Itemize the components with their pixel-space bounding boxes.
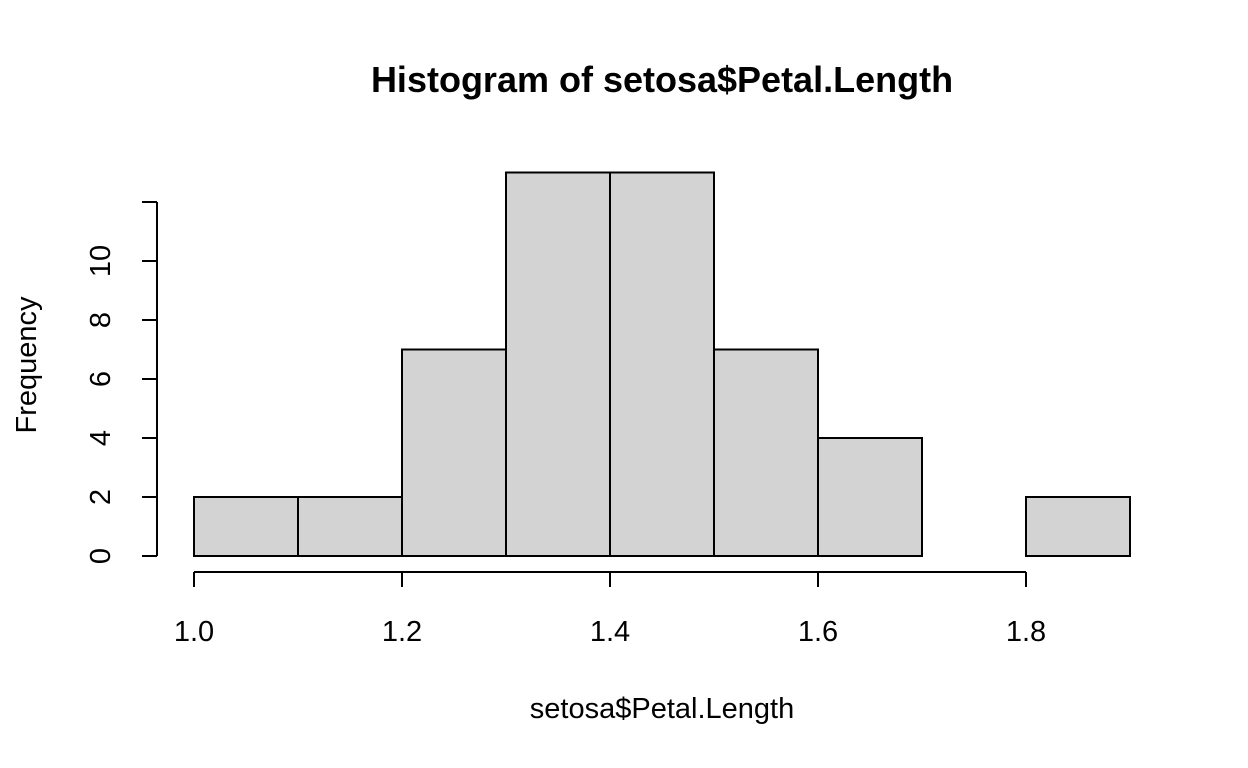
y-tick-label-2: 4 [85, 430, 117, 446]
y-tick-label-5: 10 [85, 245, 117, 277]
y-tick-label-0: 0 [85, 548, 117, 564]
y-tick-label-4: 8 [85, 312, 117, 328]
histogram-bar-6 [817, 437, 923, 557]
y-tick-label-1: 2 [85, 489, 117, 505]
x-tick-label-3: 1.6 [798, 616, 838, 648]
histogram-bar-2 [401, 348, 507, 557]
histogram-bar-8 [1025, 496, 1131, 557]
y-axis-label: Frequency [11, 296, 43, 434]
histogram-bar-1 [297, 496, 403, 557]
x-tick-label-4: 1.8 [1006, 616, 1046, 648]
histogram-bar-0 [193, 496, 299, 557]
bars-group [193, 171, 1131, 557]
chart-title: Histogram of setosa$Petal.Length [371, 59, 953, 100]
x-tick-label-1: 1.2 [382, 616, 422, 648]
x-axis-label: setosa$Petal.Length [530, 693, 794, 725]
x-tick-label-0: 1.0 [174, 616, 214, 648]
histogram-bar-5 [713, 348, 819, 557]
y-tick-label-3: 6 [85, 371, 117, 387]
x-axis: 1.0 1.2 1.4 1.6 1.8 [174, 571, 1046, 648]
histogram-bar-3 [505, 171, 611, 557]
y-axis: 0 2 4 6 8 10 [85, 201, 158, 564]
x-tick-label-2: 1.4 [590, 616, 630, 648]
histogram-bar-4 [609, 171, 715, 557]
